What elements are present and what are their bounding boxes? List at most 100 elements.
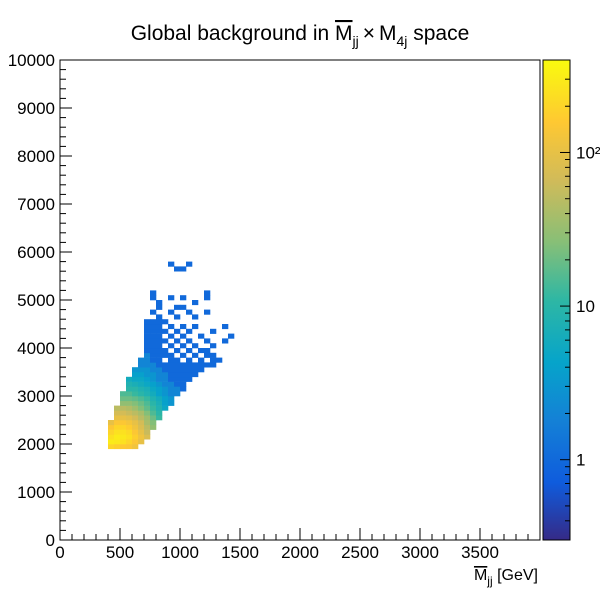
heatmap-cell [120,396,127,402]
heatmap-cell [144,410,151,416]
title-prefix: Global background in [131,22,335,45]
heatmap-cell [168,376,175,382]
heatmap-cell [180,324,187,330]
heatmap-cell [156,304,163,310]
heatmap-cell [180,372,187,378]
heatmap-cell [168,357,175,363]
heatmap-cell [180,362,187,368]
heatmap-cell [132,424,139,430]
heatmap-cell [204,348,211,354]
heatmap-cell [120,415,127,421]
colorbar-tick-label: 1 [576,451,585,470]
heatmap-cell [150,319,157,325]
heatmap-cell [144,376,151,382]
heatmap-cell [168,367,175,373]
heatmap-cell [144,420,151,426]
heatmap-cell [180,376,187,382]
heatmap-cell [150,290,157,296]
heatmap-cell [192,300,199,306]
colorbar-axis: 1 10 10² [560,59,600,541]
heatmap-cell [156,415,163,421]
heatmap-cell [144,367,151,373]
heatmap-cell [156,338,163,344]
heatmap-cell [204,295,211,301]
x-tick-label: 1000 [161,543,199,562]
heatmap-cell [138,429,145,435]
heatmap-cell [186,376,193,382]
heatmap-cell [138,410,145,416]
heatmap-cell [204,309,211,315]
heatmap-cell [162,372,169,378]
heatmap-cell [192,362,199,368]
heatmap-cell [156,357,163,363]
heatmap-cell [108,424,115,430]
heatmap-cell [186,362,193,368]
heatmap-cell [150,328,157,334]
heatmap-cell [156,362,163,368]
xlabel-base: M [474,567,487,584]
heatmap-cell [126,405,133,411]
heatmap-cell [126,376,133,382]
colorbar-frame [542,59,571,541]
heatmap-cell [162,376,169,382]
heatmap-cell [162,386,169,392]
heatmap-cell [156,391,163,397]
heatmap-cell [174,362,181,368]
heatmap-cell [180,352,187,358]
heatmap-cell [126,420,133,426]
heatmap-cell [162,352,169,358]
heatmap-cell [156,410,163,416]
heatmap-cell [138,420,145,426]
heatmap-cell [120,424,127,430]
heatmap-cell [150,420,157,426]
heatmap-cell [204,352,211,358]
heatmap-cell [150,415,157,421]
heatmap-cell [180,295,187,301]
heatmap-cell [204,338,211,344]
heatmap-cell [114,415,121,421]
heatmap-cell [198,362,205,368]
heatmap-cell [180,343,187,349]
heatmap-cell [144,362,151,368]
xlabel-sub: jj [486,574,492,588]
heatmap-cell [150,324,157,330]
title-times: × [363,22,375,45]
y-tick-label: 5000 [17,291,55,310]
y-tick-label: 0 [46,531,55,550]
y-axis: 0 1000 2000 3000 4000 5000 6000 7000 8000 9000 100… [8,51,72,550]
heatmap-cell [132,439,139,445]
heatmap-cell [162,362,169,368]
heatmap-cell [156,343,163,349]
heatmap-cell [180,304,187,310]
heatmap-cell [162,405,169,411]
heatmap-cell [144,357,151,363]
heatmap-cell [132,420,139,426]
heatmap-cell [210,357,217,363]
heatmap-cell [162,391,169,397]
heatmap-cell [168,295,175,301]
heatmap-cell [150,405,157,411]
heatmap-cell [150,309,157,315]
heatmap-cell [174,367,181,373]
heatmap-cell [156,314,163,320]
heatmap-cell [168,372,175,378]
heatmap-cell [120,391,127,397]
heatmap-cell [144,434,151,440]
heatmap-cell [162,396,169,402]
x-axis: 0 500 1000 1500 2000 2500 3000 3500 [55,528,541,562]
heatmap-cell [162,328,169,334]
y-tick-label: 2000 [17,435,55,454]
heatmap-cell [174,357,181,363]
heatmap-cell [162,381,169,387]
heatmap-cell [210,362,217,368]
heatmap-cell [150,386,157,392]
title-var2-sub: 4j [397,33,408,49]
heatmap-cell [114,405,121,411]
heatmap-cell [192,343,199,349]
heatmap-cell [132,372,139,378]
heatmap-cell [186,338,193,344]
heatmap-cell [132,429,139,435]
heatmap-cell [150,381,157,387]
heatmap-cell [162,319,169,325]
x-tick-label: 500 [106,543,134,562]
